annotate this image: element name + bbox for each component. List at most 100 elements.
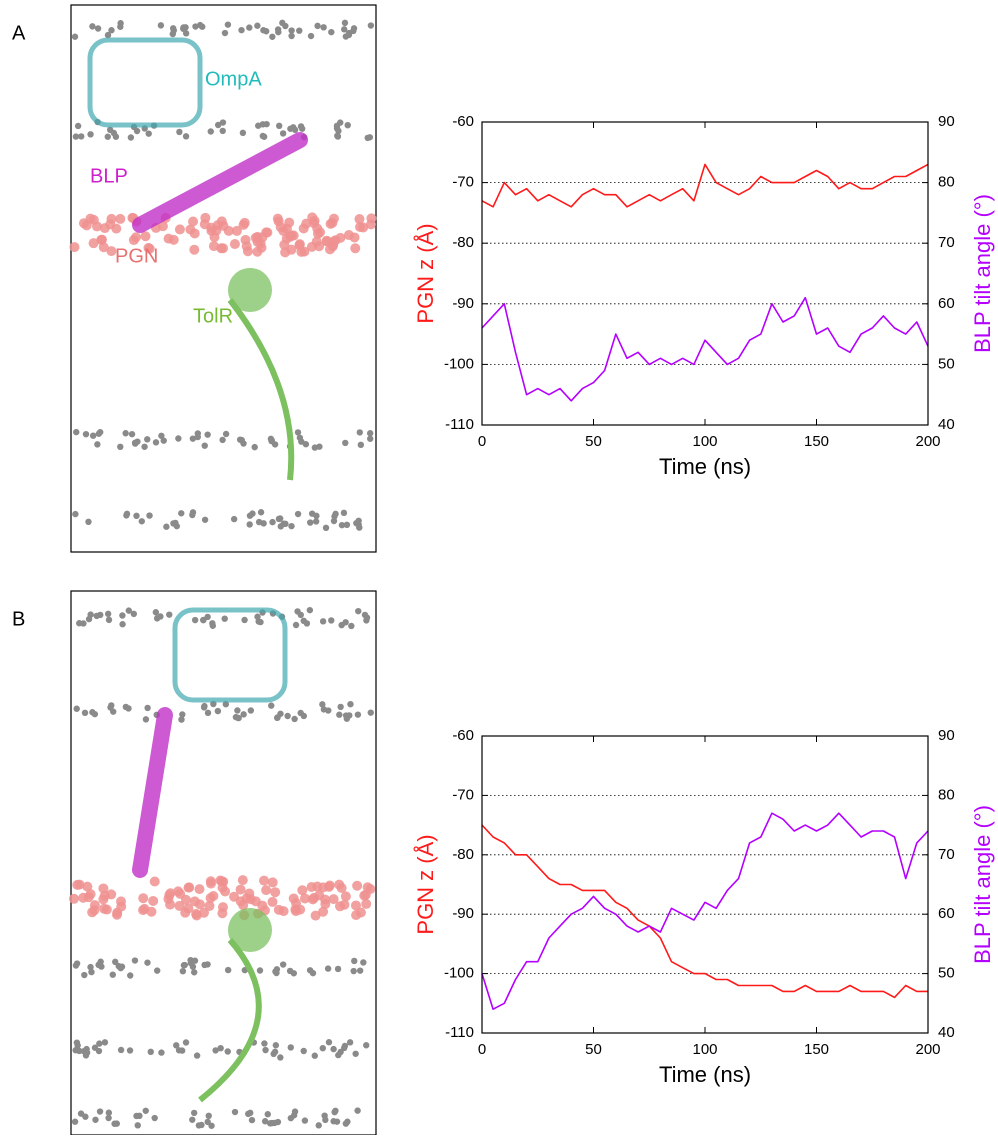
lipid-bead	[341, 1042, 349, 1050]
lipid-bead	[94, 25, 102, 32]
lipid-bead	[94, 441, 101, 448]
pgn-bead	[336, 883, 347, 894]
pgn-bead	[339, 899, 350, 910]
lipid-bead	[117, 20, 124, 27]
pgn-bead	[301, 218, 312, 229]
pgn-bead	[349, 232, 360, 243]
y-tick-label: -80	[452, 846, 474, 863]
lipid-bead	[88, 968, 95, 976]
lipid-bead	[180, 25, 187, 32]
pgn-bead	[241, 893, 252, 904]
lipid-bead	[205, 1112, 212, 1120]
lipid-bead	[239, 129, 247, 137]
lipid-bead	[259, 132, 267, 140]
pgn-bead	[278, 906, 289, 917]
pgn-bead	[324, 244, 335, 255]
lipid-bead	[336, 711, 343, 718]
lipid-bead	[287, 1044, 294, 1051]
blp	[132, 707, 173, 878]
x-tick-label: 150	[804, 1041, 829, 1058]
pgn-bead	[206, 878, 217, 889]
pgn-bead	[146, 906, 157, 917]
lipid-bead	[240, 440, 247, 447]
lipid-bead	[273, 969, 280, 977]
lipid-bead	[282, 22, 289, 30]
pgn-bead	[144, 243, 155, 254]
lipid-bead	[191, 616, 199, 624]
lipid-bead	[87, 131, 94, 138]
pgn-bead	[257, 232, 268, 243]
lipid-bead	[87, 611, 94, 618]
lipid-bead	[157, 613, 164, 620]
lipid-bead	[141, 443, 148, 450]
y2-tick-label: 70	[938, 234, 955, 251]
lipid-bead	[288, 522, 295, 530]
lipid-bead	[145, 130, 152, 137]
lipid-bead	[116, 963, 123, 970]
pgn-bead	[299, 893, 310, 904]
lipid-bead	[131, 957, 139, 964]
lipid-bead	[107, 704, 114, 711]
lipid-bead	[152, 609, 160, 616]
lipid-bead	[92, 1116, 99, 1123]
lipid-bead	[230, 515, 238, 523]
pgn-bead	[318, 906, 329, 917]
series-line	[481, 163, 929, 208]
panel-label: A	[12, 22, 26, 44]
lipid-bead	[204, 431, 211, 438]
pgn-bead	[99, 890, 110, 901]
pgn-bead	[350, 900, 361, 911]
lipid-bead	[330, 517, 338, 525]
lipid-bead	[337, 1048, 344, 1056]
lipid-bead	[72, 962, 80, 969]
lipid-bead	[342, 439, 349, 447]
lipid-bead	[71, 33, 79, 40]
lipid-bead	[366, 430, 374, 437]
lipid-bead	[142, 716, 150, 723]
y2-tick-label: 50	[938, 965, 955, 982]
lipid-bead	[178, 510, 185, 517]
lipid-bead	[182, 133, 190, 140]
lipid-bead	[290, 970, 298, 977]
y-tick-label: -90	[452, 295, 474, 312]
pgn-bead	[217, 882, 228, 893]
lipid-bead	[166, 611, 173, 618]
y-tick-label: -90	[452, 905, 474, 922]
lipid-bead	[238, 26, 245, 34]
lipid-bead	[342, 33, 350, 40]
y-tick-label: -60	[452, 727, 474, 744]
lipid-bead	[173, 1042, 180, 1049]
pgn-bead	[231, 225, 242, 236]
pgn-bead	[261, 885, 272, 896]
pgn-bead	[183, 903, 194, 914]
pgn-bead	[327, 217, 338, 228]
y-tick-label: -110	[445, 416, 474, 433]
lipid-bead	[104, 133, 111, 140]
lipid-bead	[277, 1054, 284, 1061]
y2-tick-label: 70	[938, 846, 955, 863]
pgn-bead	[78, 892, 89, 903]
x-tick-label: 200	[915, 433, 940, 450]
lipid-bead	[330, 1118, 337, 1125]
lipid-bead	[367, 22, 375, 29]
lipid-bead	[328, 617, 335, 624]
lipid-bead	[287, 1114, 295, 1122]
lipid-bead	[125, 607, 133, 614]
lipid-bead	[209, 622, 217, 629]
lipid-bead	[297, 709, 304, 717]
lipid-bead	[344, 121, 351, 129]
lipid-bead	[354, 711, 362, 718]
image-frame	[70, 590, 377, 1136]
lipid-bead	[263, 120, 270, 128]
lipid-bead	[234, 714, 241, 721]
image-frame	[70, 4, 377, 553]
lipid-bead	[320, 24, 327, 31]
lipid-bead	[109, 971, 116, 978]
x-axis-label: Time (ns)	[659, 1062, 751, 1087]
lipid-bead	[193, 1052, 201, 1059]
lipid-bead	[144, 704, 151, 712]
lipid-bead	[300, 617, 307, 625]
pgn-bead	[250, 896, 261, 907]
pgn-bead	[295, 904, 306, 915]
pgn-bead	[148, 895, 159, 906]
